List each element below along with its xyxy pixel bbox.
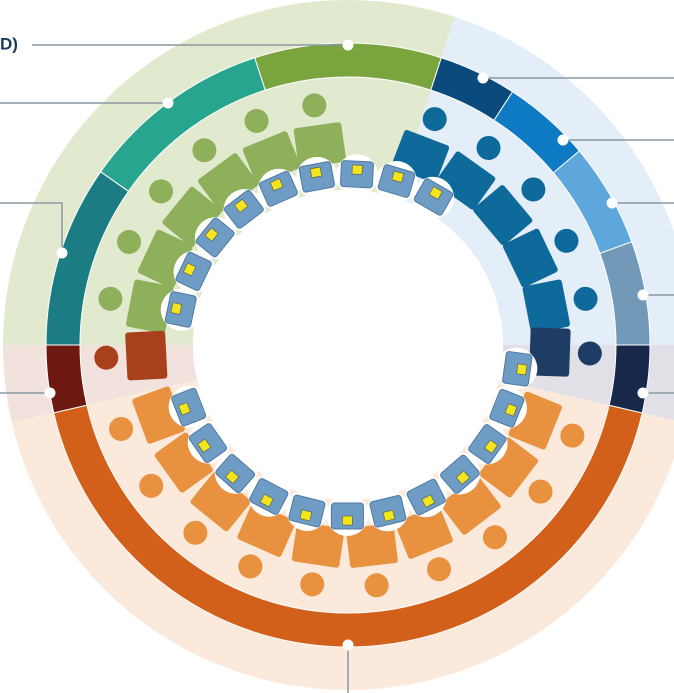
leader-dot — [343, 40, 354, 51]
leader-dot — [638, 388, 649, 399]
leader-dot — [163, 98, 174, 109]
leader-dot — [57, 248, 68, 259]
group-label: D) — [0, 34, 18, 53]
leader-dot — [343, 640, 354, 651]
leader-dot — [558, 135, 569, 146]
leader-dot — [478, 73, 489, 84]
seating-diagram: D) — [0, 0, 674, 693]
leader-dot — [638, 290, 649, 301]
inner-seat — [326, 494, 368, 536]
leader-dot — [45, 388, 56, 399]
leader-dot — [607, 198, 618, 209]
